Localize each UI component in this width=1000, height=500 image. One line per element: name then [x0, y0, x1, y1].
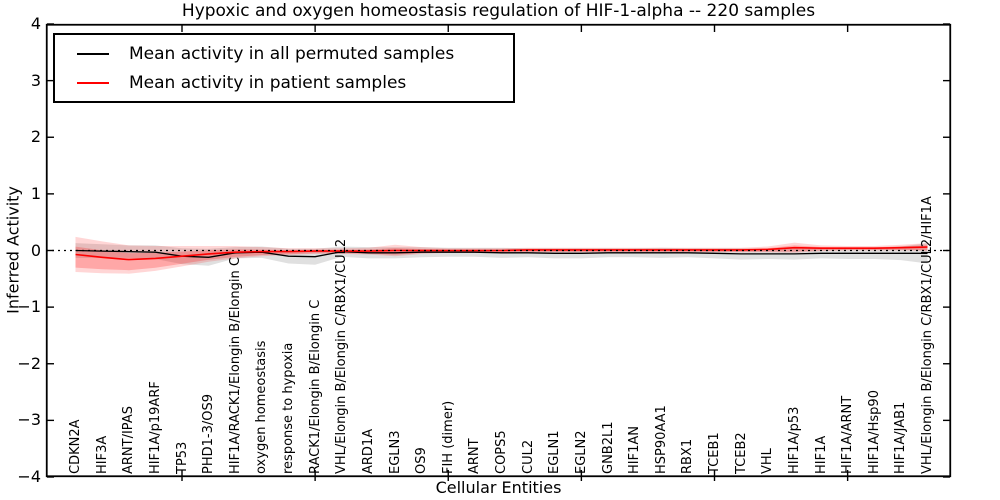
legend: Mean activity in all permuted samples Me… — [53, 33, 515, 103]
legend-label-permuted: Mean activity in all permuted samples — [129, 43, 455, 64]
x-tick-label: GNB2L1 — [600, 421, 616, 474]
x-tick-label: HIF3A — [94, 435, 110, 474]
y-tick-label: 4 — [30, 14, 41, 33]
x-tick-label: HIF1A/ARNT — [840, 395, 856, 474]
y-tick-label: −2 — [17, 353, 41, 373]
y-tick-label: 2 — [30, 127, 41, 147]
x-tick-label: ARNT/IPAS — [121, 406, 137, 474]
x-tick-label: EGLN1 — [547, 430, 563, 474]
x-tick-label: VHL/Elongin B/Elongin C/RBX1/CUL2/HIF1A — [920, 196, 935, 474]
chart-title: Hypoxic and oxygen homeostasis regulatio… — [181, 1, 816, 21]
x-tick-label: HIF1A/JAB1 — [893, 401, 909, 474]
x-tick-label: TP53 — [174, 441, 190, 474]
y-tick-label: −4 — [17, 467, 41, 486]
x-tick-label: HIF1A — [813, 435, 829, 474]
x-tick-label: TCEB1 — [707, 432, 722, 474]
x-axis-title: Cellular Entities — [435, 478, 562, 497]
x-tick-label: OS9 — [414, 447, 430, 474]
plot-canvas — [45, 23, 952, 481]
x-tick-label: ARNT — [467, 438, 483, 474]
x-tick-label: CUL2 — [520, 439, 536, 474]
x-tick-label: HIF1A/p53 — [786, 406, 802, 474]
plot-area — [45, 23, 952, 481]
legend-item-patient: Mean activity in patient samples — [77, 68, 513, 97]
x-tick-label: HIF1AN — [627, 426, 643, 474]
permuted-line-swatch-icon — [77, 52, 109, 55]
x-tick-label: HIF1A/RACK1/Elongin B/Elongin C — [227, 257, 243, 474]
x-tick-label: response to hypoxia — [281, 342, 296, 474]
x-tick-label: COPS5 — [494, 430, 509, 474]
x-tick-label: ARD1A — [360, 428, 376, 474]
legend-label-patient: Mean activity in patient samples — [129, 72, 407, 93]
x-tick-label: EGLN2 — [573, 430, 589, 474]
y-tick-label: 0 — [30, 240, 41, 260]
x-tick-label: HIF1A/Hsp90 — [866, 390, 882, 474]
x-tick-label: VHL/Elongin B/Elongin C/RBX1/CUL2 — [334, 238, 350, 474]
y-tick-label: 3 — [30, 70, 41, 90]
legend-item-permuted: Mean activity in all permuted samples — [77, 39, 513, 68]
x-tick-label: PHD1-3/OS9 — [201, 394, 217, 474]
y-tick-label: 1 — [30, 183, 41, 203]
x-tick-label: EGLN3 — [387, 430, 403, 474]
x-tick-label: CDKN2A — [68, 419, 83, 474]
y-tick-label: −1 — [17, 297, 41, 317]
x-tick-label: VHL — [760, 448, 776, 474]
x-tick-label: RBX1 — [680, 438, 696, 474]
x-tick-label: FIH (dimer) — [440, 400, 456, 474]
x-tick-label: RACK1/Elongin B/Elongin C — [307, 299, 323, 474]
x-tick-label: oxygen homeostasis — [254, 340, 270, 474]
patient-line-swatch-icon — [77, 81, 109, 84]
y-tick-label: −3 — [17, 410, 41, 430]
x-tick-label: HSP90AA1 — [653, 405, 669, 474]
x-tick-label: HIF1A/p19ARF — [147, 381, 163, 474]
x-tick-label: TCEB2 — [733, 432, 749, 474]
